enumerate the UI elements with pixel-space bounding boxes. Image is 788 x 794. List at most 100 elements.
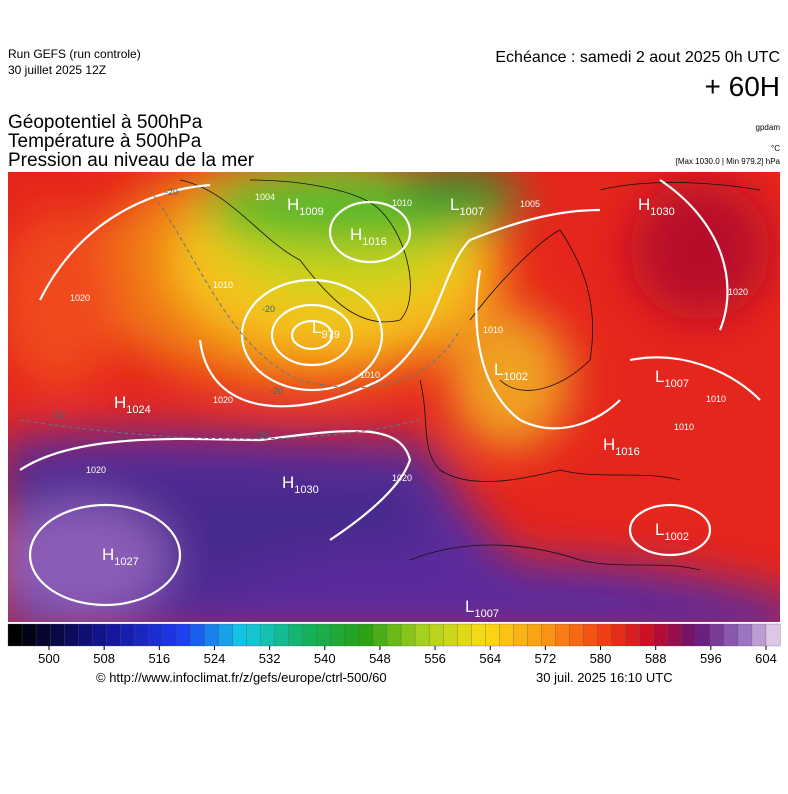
colorbar-cell bbox=[218, 623, 234, 647]
echeance: Echéance : samedi 2 aout 2025 0h UTC bbox=[495, 49, 780, 66]
colorbar-cell bbox=[527, 623, 542, 647]
pressure-center: H1016 bbox=[350, 225, 387, 248]
field-title: Température à 500hPa bbox=[8, 131, 202, 152]
colorbar-cell bbox=[695, 623, 711, 647]
colorbar-cell bbox=[204, 623, 219, 647]
footer-generated: 30 juil. 2025 16:10 UTC bbox=[536, 670, 673, 685]
center-kind: H bbox=[282, 473, 294, 492]
pressure-center: L1007 bbox=[450, 195, 484, 218]
colorbar-cell bbox=[134, 623, 149, 647]
pressure-center: H1030 bbox=[638, 195, 675, 218]
isotherm-label: -10 bbox=[52, 410, 65, 420]
isotherm-label: -20 bbox=[270, 386, 283, 396]
center-value: 1030 bbox=[650, 206, 674, 218]
center-kind: H bbox=[638, 195, 650, 214]
colorbar-tick-label: 540 bbox=[314, 651, 336, 666]
colorbar-cell bbox=[176, 623, 191, 647]
temperature-field bbox=[8, 172, 780, 622]
colorbar-cell bbox=[274, 623, 290, 647]
colorbar-cell bbox=[162, 623, 177, 647]
colorbar-cell bbox=[21, 623, 37, 647]
isobars bbox=[19, 179, 761, 607]
isotherm-label: -20 bbox=[165, 187, 178, 197]
colorbar-tick-label: 588 bbox=[645, 651, 667, 666]
colorbar-cell bbox=[555, 623, 570, 647]
colorbar-tick-label: 596 bbox=[700, 651, 722, 666]
forecast-step: + 60H bbox=[705, 71, 781, 102]
isobar-label: 1020 bbox=[70, 293, 90, 303]
pressure-center: L1007 bbox=[655, 367, 689, 390]
colorbar-tick-label: 572 bbox=[535, 651, 557, 666]
colorbar-cell bbox=[751, 623, 767, 647]
center-kind: L bbox=[494, 360, 503, 379]
isobar-label: 1020 bbox=[86, 465, 106, 475]
center-kind: H bbox=[287, 195, 299, 214]
colorbar-cell bbox=[92, 623, 107, 647]
colorbar-cell bbox=[485, 623, 500, 647]
center-value: 1027 bbox=[114, 556, 138, 568]
colorbar-cell bbox=[78, 623, 93, 647]
footer-url: © http://www.infoclimat.fr/z/gefs/europe… bbox=[96, 670, 387, 685]
pressure-center: L1002 bbox=[494, 360, 528, 383]
center-value: 1016 bbox=[362, 236, 386, 248]
colorbar-tick-label: 548 bbox=[369, 651, 391, 666]
center-kind: L bbox=[450, 195, 459, 214]
center-value: 1024 bbox=[126, 404, 150, 416]
colorbar-cell bbox=[457, 623, 472, 647]
colorbar-cell bbox=[49, 623, 65, 647]
colorbar-tick-label: 516 bbox=[148, 651, 170, 666]
colorbar-cell bbox=[35, 623, 51, 647]
colorbar-cell bbox=[681, 623, 697, 647]
pressure-center: H1016 bbox=[603, 435, 640, 458]
colorbar: 500 508 516 524 532 540 548 556 564 572 580 588 596 6… bbox=[7, 623, 781, 666]
colorbar-cell bbox=[639, 623, 655, 647]
colorbar-cell bbox=[723, 623, 739, 647]
unit-label: gpdam bbox=[756, 123, 781, 132]
colorbar-tick-label: 604 bbox=[755, 651, 777, 666]
isobar-label: 1004 bbox=[255, 192, 275, 202]
colorbar-cell bbox=[246, 623, 262, 647]
isobar-label: 1010 bbox=[483, 325, 503, 335]
colorbar-cell bbox=[414, 623, 430, 647]
center-kind: H bbox=[603, 435, 615, 454]
center-kind: L bbox=[312, 318, 321, 337]
colorbar-cell bbox=[513, 623, 528, 647]
colorbar-cell bbox=[442, 623, 458, 647]
colorbar-cell bbox=[499, 623, 514, 647]
colorbar-cell bbox=[330, 623, 346, 647]
center-value: 1009 bbox=[299, 206, 323, 218]
isobar-label: 1020 bbox=[728, 287, 748, 297]
colorbar-cell bbox=[667, 623, 683, 647]
center-kind: H bbox=[114, 393, 126, 412]
colorbar-cell bbox=[288, 623, 304, 647]
colorbar-cell bbox=[400, 623, 416, 647]
colorbar-cell bbox=[302, 623, 318, 647]
center-value: 979 bbox=[321, 329, 339, 341]
colorbar-cell bbox=[358, 623, 374, 647]
pressure-center: L979 bbox=[312, 318, 340, 341]
coastlines bbox=[179, 179, 761, 571]
center-kind: H bbox=[350, 225, 362, 244]
isotherms bbox=[19, 189, 461, 440]
colorbar-cell bbox=[583, 623, 598, 647]
colorbar-cell bbox=[471, 623, 486, 647]
field-title: Pression au niveau de la mer bbox=[8, 150, 255, 171]
colorbar-tick-label: 500 bbox=[38, 651, 60, 666]
colorbar-cell bbox=[106, 623, 121, 647]
run-label: Run GEFS (run controle) bbox=[8, 47, 141, 61]
colorbar-cell bbox=[597, 623, 613, 647]
pressure-center: H1027 bbox=[102, 545, 139, 568]
isobar-label: 1020 bbox=[392, 473, 412, 483]
colorbar-cell bbox=[232, 623, 248, 647]
colorbar-cell bbox=[569, 623, 584, 647]
center-value: 1002 bbox=[664, 531, 688, 543]
isobar-label: 1010 bbox=[360, 370, 380, 380]
center-kind: H bbox=[102, 545, 114, 564]
colorbar-cell bbox=[190, 623, 205, 647]
isobar-label: 1010 bbox=[213, 280, 233, 290]
isobar-label: 1010 bbox=[392, 198, 412, 208]
colorbar-tick-label: 580 bbox=[590, 651, 612, 666]
isobar-label: 1020 bbox=[213, 395, 233, 405]
